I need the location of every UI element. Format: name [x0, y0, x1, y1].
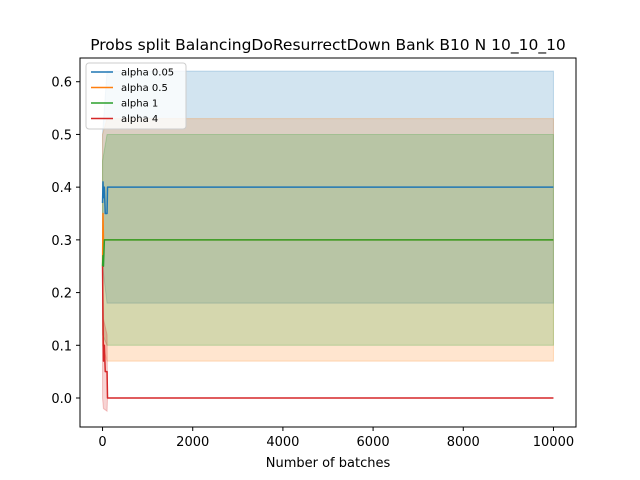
plot-frame	[79, 57, 577, 428]
x-tick-label: 8000	[447, 435, 480, 450]
legend-label: alpha 0.05	[121, 68, 174, 79]
x-axis-ticks: 0 2000 4000 6000 8000 10000	[98, 427, 574, 450]
line-series-3	[101, 239, 554, 267]
y-tick-label: 0.5	[51, 128, 72, 143]
line-series-4	[101, 266, 554, 399]
y-tick-label: 0.6	[51, 76, 72, 91]
chart-title: Probs split BalancingDoResurrectDown Ban…	[90, 36, 566, 55]
x-axis-label: Number of batches	[266, 456, 391, 471]
x-tick-label: 10000	[533, 435, 574, 450]
y-tick-label: 0.0	[51, 392, 72, 407]
y-tick-label: 0.2	[51, 287, 72, 302]
y-tick-label: 0.4	[51, 181, 72, 196]
legend: alpha 0.05 alpha 0.5 alpha 1 alpha 4	[85, 62, 187, 130]
line-series-1	[101, 181, 554, 215]
legend-label: alpha 1	[121, 99, 158, 110]
series-lines	[101, 181, 554, 399]
x-tick-label: 6000	[357, 435, 390, 450]
x-tick-label: 2000	[176, 435, 209, 450]
legend-box	[85, 62, 187, 130]
legend-label: alpha 0.5	[121, 83, 168, 94]
y-axis-ticks: 0.0 0.1 0.2 0.3 0.4 0.5 0.6	[51, 76, 80, 407]
y-tick-label: 0.1	[51, 339, 72, 354]
legend-label: alpha 4	[121, 114, 158, 125]
x-tick-label: 4000	[266, 435, 299, 450]
x-tick-label: 0	[98, 435, 106, 450]
y-tick-label: 0.3	[51, 234, 72, 249]
